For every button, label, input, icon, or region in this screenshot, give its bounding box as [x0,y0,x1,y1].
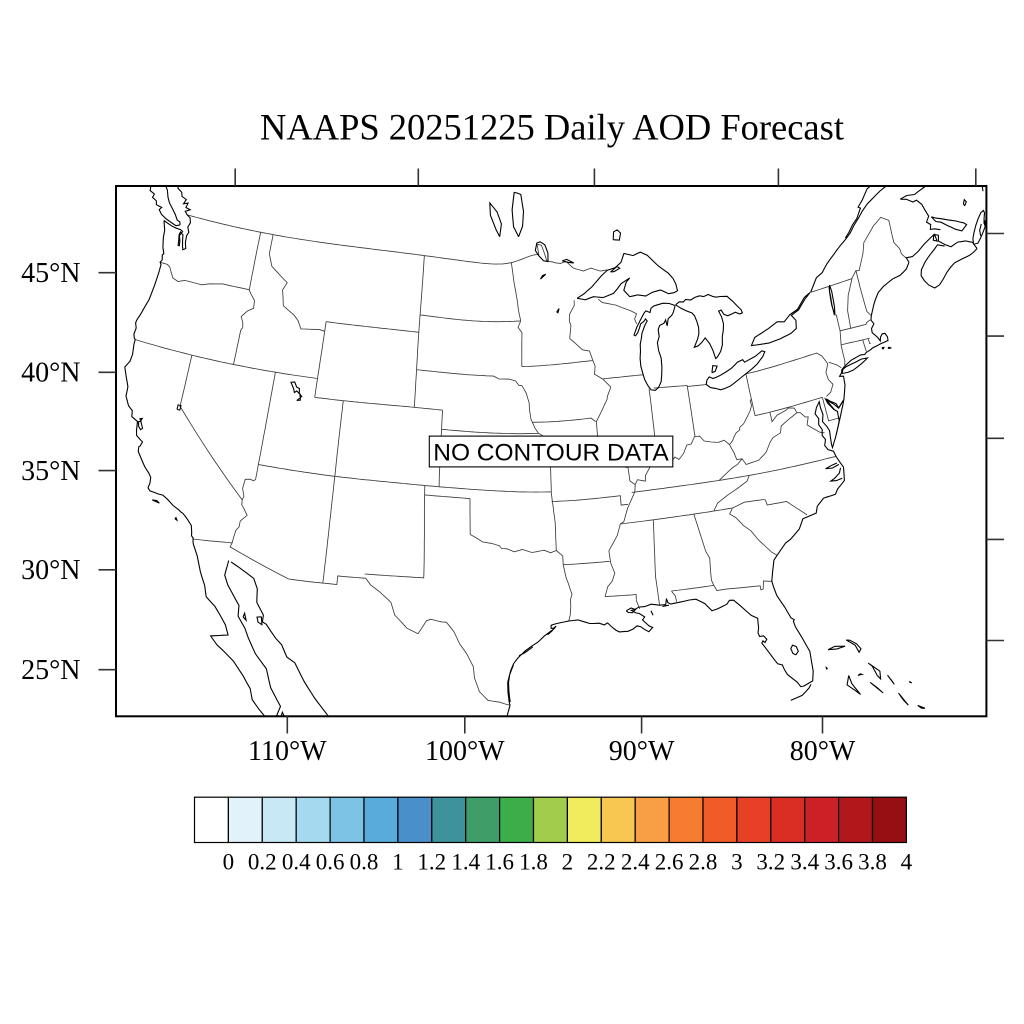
svg-text:1: 1 [392,850,404,875]
svg-text:2.8: 2.8 [689,850,718,875]
svg-text:45°N: 45°N [21,258,80,289]
svg-text:25°N: 25°N [21,655,80,686]
svg-text:35°N: 35°N [21,456,80,487]
svg-text:1.4: 1.4 [451,850,480,875]
svg-text:0.6: 0.6 [316,850,345,875]
svg-text:100°W: 100°W [425,736,505,767]
svg-text:2.4: 2.4 [621,850,650,875]
svg-text:1.8: 1.8 [519,850,548,875]
svg-text:NO CONTOUR DATA: NO CONTOUR DATA [433,440,669,467]
svg-text:3.4: 3.4 [790,850,819,875]
svg-text:0.4: 0.4 [282,850,311,875]
svg-text:NAAPS 20251225 Daily AOD Forec: NAAPS 20251225 Daily AOD Forecast [260,107,844,148]
svg-text:3: 3 [731,850,743,875]
svg-text:2: 2 [562,850,574,875]
svg-text:30°N: 30°N [21,555,80,586]
svg-text:90°W: 90°W [609,736,675,767]
svg-text:0: 0 [223,850,235,875]
svg-text:1.6: 1.6 [485,850,514,875]
svg-text:3.8: 3.8 [858,850,887,875]
svg-text:1.2: 1.2 [417,850,446,875]
svg-text:3.6: 3.6 [824,850,853,875]
svg-text:4: 4 [901,850,913,875]
svg-text:40°N: 40°N [21,358,80,389]
svg-text:2.6: 2.6 [655,850,684,875]
svg-text:0.8: 0.8 [350,850,379,875]
svg-text:110°W: 110°W [248,736,327,767]
svg-text:2.2: 2.2 [587,850,616,875]
svg-text:80°W: 80°W [790,736,856,767]
svg-text:0.2: 0.2 [248,850,277,875]
svg-text:3.2: 3.2 [756,850,785,875]
